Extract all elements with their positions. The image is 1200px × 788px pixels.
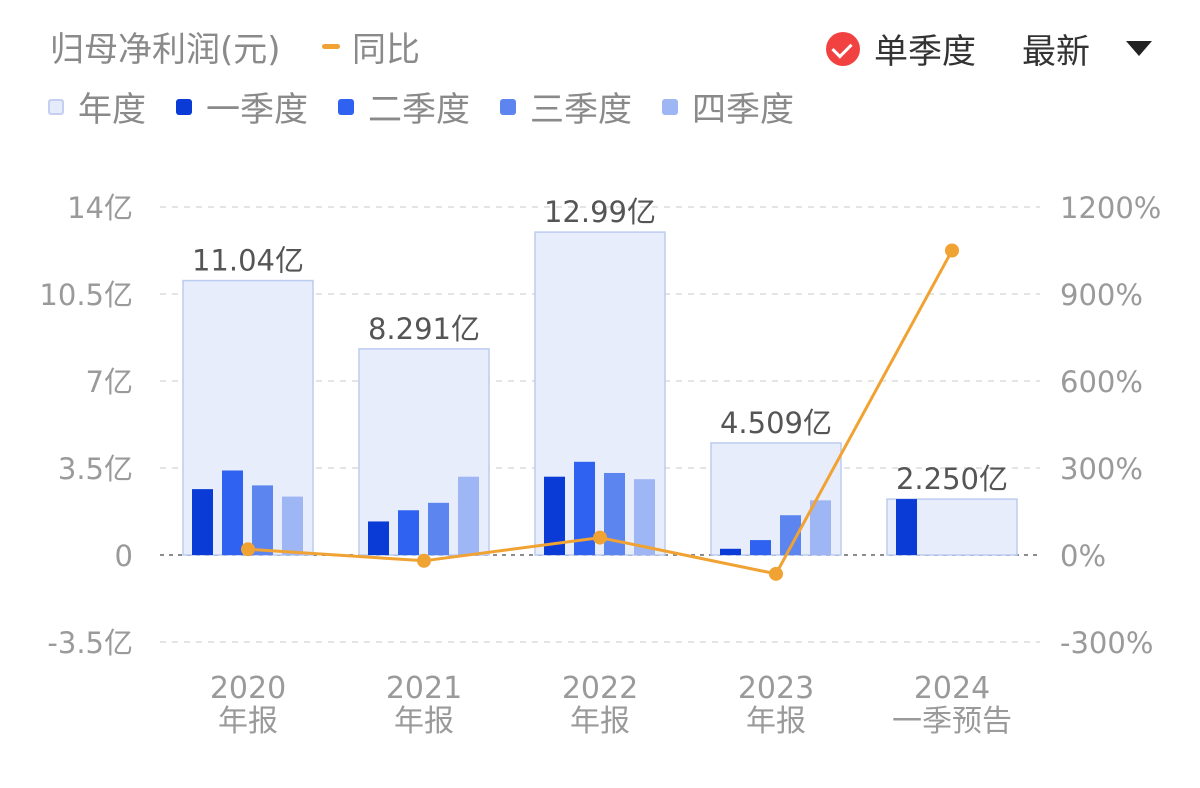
legend-item-q2[interactable]: 二季度	[338, 82, 470, 131]
yoy-point	[417, 553, 431, 568]
right-axis-tick-label: 0%	[1060, 539, 1106, 573]
chart-header: 归母净利润(元) 同比 单季度 最新	[0, 0, 1200, 80]
legend-item-q3[interactable]: 三季度	[500, 82, 632, 131]
left-axis-tick-label: 0	[115, 539, 133, 573]
annual-bar-value-label: 8.291亿	[368, 312, 480, 346]
quarter-bar	[750, 540, 771, 555]
x-axis-category-label: 年报	[570, 704, 630, 739]
quarter-bar	[896, 499, 917, 555]
x-axis-category-label: 年报	[746, 704, 806, 739]
legend-swatch-q4	[662, 98, 678, 115]
right-axis-tick-label: 600%	[1060, 365, 1143, 399]
left-axis-tick-label: 3.5亿	[58, 452, 133, 486]
annual-bar-value-label: 2.250亿	[896, 462, 1008, 496]
line-legend-icon	[322, 44, 340, 49]
x-axis-category-label: 年报	[394, 704, 454, 739]
yoy-point	[945, 243, 959, 258]
annual-bar-value-label: 12.99亿	[544, 195, 656, 229]
x-axis-category-label: 2021	[386, 671, 462, 706]
legend-label-annual: 年度	[78, 90, 146, 130]
legend-label-q4: 四季度	[692, 90, 794, 130]
annual-bar-value-label: 11.04亿	[192, 244, 304, 278]
quarter-bar	[252, 485, 273, 555]
single-quarter-toggle[interactable]: 单季度	[826, 24, 976, 73]
sort-dropdown-label: 最新	[1022, 32, 1090, 72]
left-axis-tick-label: -3.5亿	[47, 626, 133, 660]
quarter-bar	[458, 476, 479, 555]
legend-item-q4[interactable]: 四季度	[662, 82, 794, 131]
quarter-bar	[544, 476, 565, 555]
yoy-legend[interactable]: 同比	[322, 22, 420, 71]
legend-label-q1: 一季度	[206, 90, 308, 130]
yoy-point	[241, 542, 255, 557]
legend-label-q3: 三季度	[530, 90, 632, 130]
yoy-point	[593, 530, 607, 545]
check-circle-icon[interactable]	[826, 31, 860, 66]
legend-item-q1[interactable]: 一季度	[176, 82, 308, 131]
right-axis-tick-label: 1200%	[1060, 191, 1161, 225]
caret-down-icon[interactable]	[1126, 41, 1152, 56]
quarter-bar	[720, 548, 741, 555]
quarter-bar	[428, 502, 449, 555]
x-axis-category-label: 2022	[562, 671, 638, 706]
quarter-bar	[810, 500, 831, 555]
right-axis-tick-label: 300%	[1060, 452, 1143, 486]
quarter-bar	[398, 510, 419, 555]
chart-title: 归母净利润(元)	[50, 30, 281, 70]
x-axis-category-label: 2020	[210, 671, 286, 706]
left-axis-tick-label: 14亿	[67, 191, 133, 225]
right-axis-tick-label: -300%	[1060, 626, 1153, 660]
single-quarter-label: 单季度	[874, 32, 976, 72]
legend-swatch-q1	[176, 98, 192, 115]
legend-swatch-q2	[338, 98, 354, 115]
right-axis-tick-label: 900%	[1060, 278, 1143, 312]
quarter-bar	[574, 461, 595, 555]
x-axis-category-label: 一季预告	[892, 704, 1012, 739]
quarter-bar	[604, 472, 625, 555]
quarter-bar	[282, 496, 303, 555]
series-legend: 年度 一季度 二季度 三季度 四季度	[48, 82, 824, 131]
quarter-bar	[192, 489, 213, 555]
quarter-bar	[634, 479, 655, 555]
quarter-bar	[368, 521, 389, 555]
legend-swatch-annual	[48, 98, 64, 115]
x-axis-category-label: 2024	[914, 671, 990, 706]
left-axis-tick-label: 7亿	[86, 365, 133, 399]
yoy-legend-label: 同比	[352, 30, 420, 70]
annual-bar-value-label: 4.509亿	[720, 406, 832, 440]
x-axis-category-label: 2023	[738, 671, 814, 706]
legend-item-annual[interactable]: 年度	[48, 82, 146, 131]
sort-dropdown[interactable]: 最新	[1022, 24, 1152, 73]
x-axis-category-label: 年报	[218, 704, 278, 739]
left-axis-tick-label: 10.5亿	[39, 278, 133, 312]
quarter-bar	[780, 515, 801, 555]
yoy-point	[769, 566, 783, 581]
legend-label-q2: 二季度	[368, 90, 470, 130]
quarter-bar	[222, 470, 243, 555]
legend-swatch-q3	[500, 98, 516, 115]
